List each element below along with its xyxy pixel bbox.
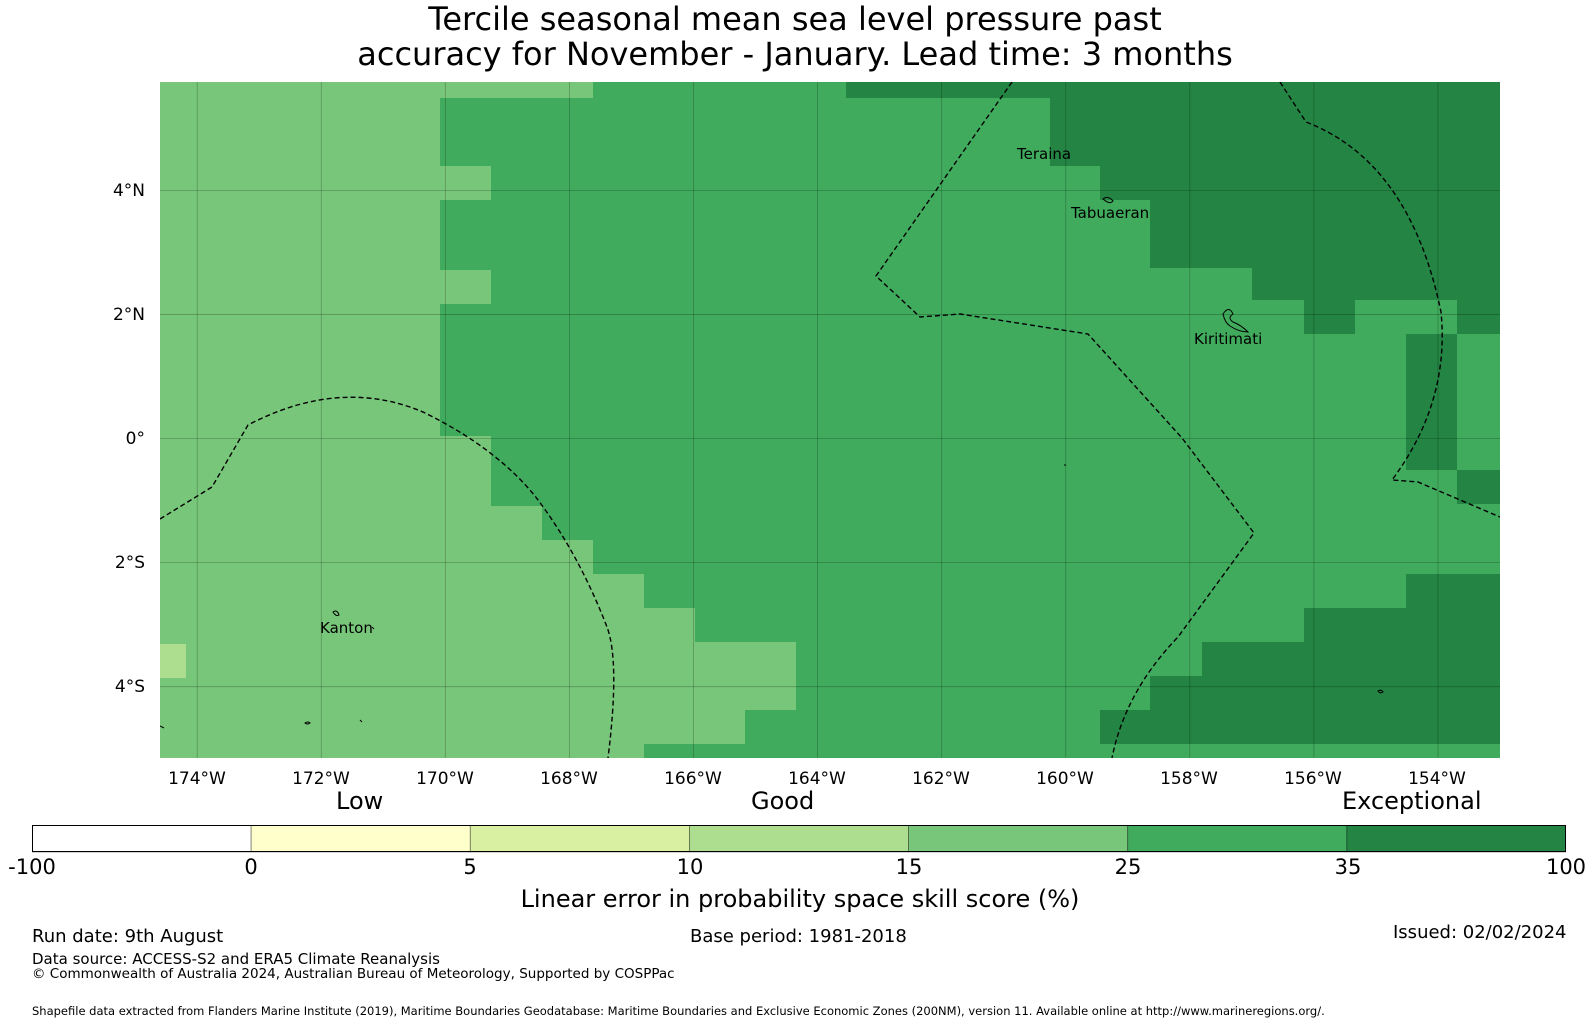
colorbar-category-good: Good <box>751 787 815 815</box>
lon-tick-label: 162°W <box>912 769 970 789</box>
eez-boundaries <box>160 82 1500 758</box>
colorbar-segment <box>32 825 252 853</box>
skill-grid-cell <box>160 644 186 678</box>
lat-tick-label: 2°S <box>114 553 145 573</box>
lat-tick-label: 4°S <box>114 677 145 697</box>
colorbar-category-low: Low <box>336 787 384 815</box>
colorbar-tick-label: 10 <box>676 855 704 879</box>
skill-grid-cell <box>160 676 796 710</box>
skill-grid-cell <box>160 608 695 642</box>
skill-grid-cell <box>160 506 542 540</box>
skill-grid-cell <box>160 574 644 608</box>
lon-tick-label: 160°W <box>1036 769 1094 789</box>
place-label-kiritimati: Kiritimati <box>1194 330 1262 348</box>
copyright-notice: © Commonwealth of Australia 2024, Austra… <box>32 966 675 982</box>
shapefile-credit: Shapefile data extracted from Flanders M… <box>32 1004 1325 1018</box>
colorbar <box>32 825 1566 853</box>
lat-tick-label: 4°N <box>112 181 145 201</box>
colorbar-tick-label: 5 <box>463 855 477 879</box>
lon-tick-label: 164°W <box>788 769 846 789</box>
skill-grid-cell <box>160 744 644 758</box>
map-title-line-1: Tercile seasonal mean sea level pressure… <box>428 0 1162 38</box>
colorbar-frame <box>32 825 1566 852</box>
lon-tick-label: 158°W <box>1160 769 1218 789</box>
lon-tick-label: 170°W <box>416 769 474 789</box>
skill-grid-cell <box>1150 676 1500 710</box>
run-date: Run date: 9th August <box>32 926 224 947</box>
colorbar-segment <box>689 825 909 853</box>
skill-grid-cell <box>1406 574 1500 608</box>
lon-tick-label: 166°W <box>664 769 722 789</box>
map-title-line-2: accuracy for November - January. Lead ti… <box>357 35 1233 73</box>
colorbar-segment <box>1346 825 1566 853</box>
place-label-kanton: Kanton <box>320 619 373 637</box>
skill-grid-cell <box>160 540 593 574</box>
skill-grid-cell <box>160 334 390 368</box>
skill-grid-cell <box>1100 166 1500 200</box>
skill-grid-cell <box>1100 710 1500 744</box>
skill-grid-cell <box>440 166 491 200</box>
skill-grid-cell <box>160 82 440 334</box>
lat-tick-label: 0° <box>125 429 145 449</box>
colorbar-tick-label: 35 <box>1334 855 1362 879</box>
colorbar-segment <box>250 825 471 853</box>
lon-tick-label: 168°W <box>540 769 598 789</box>
islet-outline <box>1377 689 1384 694</box>
islet-outline <box>160 725 165 729</box>
skill-grid-cell <box>160 470 491 506</box>
islet-outline <box>359 719 363 723</box>
skill-grid-cell <box>160 710 745 744</box>
skill-grid-cell <box>1457 300 1500 334</box>
skill-grid-cell <box>160 402 390 436</box>
skill-grid-cell <box>1457 470 1500 504</box>
skill-map: Teraina Tabuaeran Kiritimati Kanton <box>160 82 1500 758</box>
eez-boundary-east <box>1279 82 1500 518</box>
skill-grid-cell <box>1202 642 1500 676</box>
colorbar-tick-label: 25 <box>1114 855 1142 879</box>
lon-tick-label: 156°W <box>1284 769 1342 789</box>
skill-grid-cell <box>1304 608 1500 642</box>
skill-grid-cell <box>160 642 796 676</box>
colorbar-tick-label: 15 <box>895 855 923 879</box>
skill-grid-cell <box>440 82 593 98</box>
colorbar-segment <box>908 825 1129 853</box>
lon-tick-label: 172°W <box>292 769 350 789</box>
island-outline-kanton <box>332 610 340 617</box>
islet-outline <box>371 626 375 630</box>
data-source: Data source: ACCESS-S2 and ERA5 Climate … <box>32 950 440 968</box>
skill-grid-cell <box>160 368 338 402</box>
skill-grid-cell <box>1457 744 1500 750</box>
skill-grid-cell <box>1150 200 1500 268</box>
skill-grid-cell <box>1304 300 1355 334</box>
island-outline-kiritimati <box>1222 309 1250 333</box>
base-period: Base period: 1981-2018 <box>690 926 907 947</box>
lat-tick-label: 2°N <box>112 305 145 325</box>
issued-date: Issued: 02/02/2024 <box>1393 922 1567 943</box>
place-label-teraina: Teraina <box>1016 145 1071 163</box>
lon-tick-label: 174°W <box>168 769 226 789</box>
colorbar-axis-label: Linear error in probability space skill … <box>520 885 1080 913</box>
colorbar-tick-label: 100 <box>1545 855 1587 879</box>
islet-outline <box>304 721 311 725</box>
map-graticule <box>160 82 1500 758</box>
skill-grid-cell <box>1252 268 1500 300</box>
place-label-tabuaeran: Tabuaeran <box>1070 204 1149 222</box>
eez-boundary-line-islands <box>875 82 1255 758</box>
colorbar-tick-label: -100 <box>8 855 56 879</box>
skill-grid-cell <box>1050 82 1500 166</box>
eez-boundary-kanton <box>160 396 615 758</box>
colorbar-segment <box>1127 825 1348 853</box>
skill-grid-cell <box>1406 334 1457 470</box>
skill-grid-cell <box>440 270 491 304</box>
colorbar-segment <box>469 825 690 853</box>
skill-grid-cell <box>160 436 491 470</box>
islands <box>160 196 1384 729</box>
colorbar-category-exceptional: Exceptional <box>1342 787 1482 815</box>
colorbar-tick-label: 0 <box>244 855 258 879</box>
skill-grid <box>160 82 1500 758</box>
island-outline-tabuaeran <box>1102 196 1114 204</box>
lon-tick-label: 154°W <box>1408 769 1466 789</box>
skill-grid-cell <box>846 82 1050 98</box>
